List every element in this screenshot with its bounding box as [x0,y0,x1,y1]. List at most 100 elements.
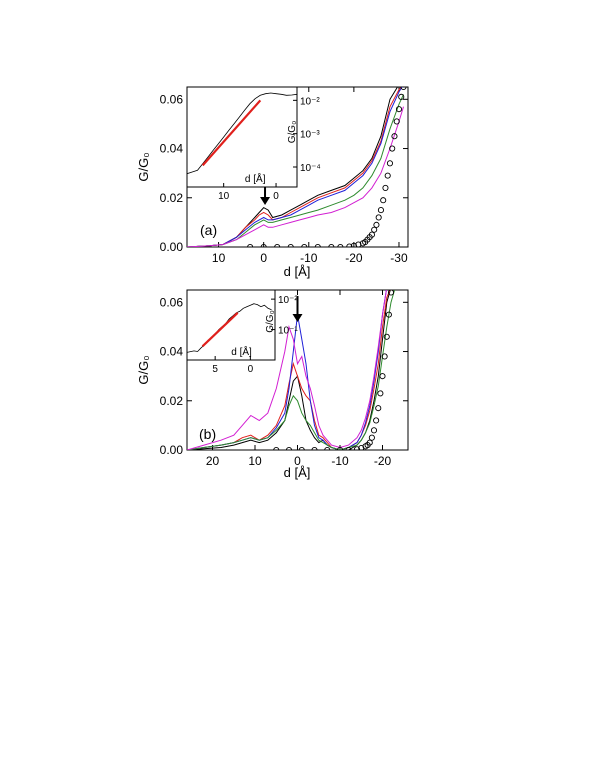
a-inset-x-tick-label: 10 [218,191,230,202]
a-series-red [187,87,402,247]
a-marker-point [247,243,254,247]
b-marker-point [366,439,373,446]
b-marker-point [381,353,388,360]
a-marker-point [400,87,407,91]
b-inset-y-tick-label: 10⁻² [278,295,298,306]
a-series-magenta [187,106,404,247]
panel-a-open-circle-markers [247,87,407,247]
a-marker-point [398,93,405,100]
b-marker-point [370,427,378,434]
panel-a-x-axis-label: d [Å] [284,264,311,279]
b-marker-point [375,405,382,412]
b-y-tick-label: 0.04 [160,345,184,359]
a-inset-x-label: d [Å] [245,172,266,185]
a-inset-x-tick-label: 0 [273,191,279,202]
panel-a: 10 0 -10 -20 -30 0.00 0.02 0.04 0.06 (a) d [Å] G… [136,86,409,279]
b-marker-point [385,311,392,318]
a-marker-point [287,243,294,247]
b-x-tick-label: -20 [374,454,392,468]
a-x-tick-label: 0 [260,251,267,265]
a-marker-point [391,133,398,140]
b-series-black [187,290,391,450]
a-inset-curve [187,92,297,175]
panel-b-y-axis-label: G/G₀ [136,355,151,384]
panel-b-label: (b) [199,426,216,442]
b-marker-point [368,434,375,441]
a-inset-fit-line [201,99,262,167]
b-inset-x-tick-label: 5 [212,364,218,375]
b-marker-point [336,446,344,450]
a-y-tick-label: 0.02 [160,191,184,205]
b-inset-x-tick-label: 0 [248,364,254,375]
a-marker-point [274,243,281,247]
a-marker-point [337,243,344,247]
a-marker-point [389,145,396,152]
b-inset-fit-line [201,312,239,348]
a-marker-point [368,231,375,238]
b-marker-point [345,446,352,450]
b-marker-point [273,446,280,450]
a-inset-plot [187,92,297,175]
b-arrow-head [292,314,303,322]
b-inset-y-tick-label: 10⁻¹ [278,326,298,337]
panel-b-open-circle-markers [273,290,395,450]
a-marker-point [395,106,403,113]
b-marker-point [387,290,395,296]
a-inset-y-tick-label: 10⁻² [300,96,320,107]
a-marker-point [375,214,382,221]
a-y-tick-label: 0.00 [160,240,184,254]
b-x-tick-label: 0 [294,454,301,468]
panel-b-axes: 20 10 0 -10 -20 0.00 0.02 0.04 0.06 [160,290,408,468]
b-inset-x-label: d [Å] [231,345,252,358]
b-y-tick-label: 0.02 [160,394,184,408]
a-marker-point [377,207,384,214]
b-marker-point [311,446,318,450]
a-marker-point [371,226,378,233]
b-x-tick-label: 20 [206,454,220,468]
b-marker-point [377,390,384,397]
a-marker-point [393,118,400,125]
a-marker-point [373,221,380,228]
a-x-tick-label: -20 [345,251,363,265]
a-x-tick-label: -10 [300,251,318,265]
panel-b-x-axis-label: d [Å] [284,465,311,480]
a-inset-y-tick-label: 10⁻³ [300,130,320,141]
panel-a-inset: 10 0 10⁻² 10⁻³ 10⁻⁴ d [Å] G/G₀ [186,86,321,202]
b-marker-point [298,446,305,450]
a-marker-point [314,243,321,247]
b-marker-point [373,417,380,424]
b-marker-point [285,446,293,450]
panel-b: 20 10 0 -10 -20 0.00 0.02 0.04 0.06 (b) d [Å] G/… [136,289,409,480]
panel-a-axes: 10 0 -10 -20 -30 0.00 0.02 0.04 0.06 [160,87,408,265]
a-y-tick-label: 0.06 [160,92,184,106]
a-marker-point [380,197,387,204]
b-marker-point [353,446,361,450]
a-marker-point [328,243,335,247]
b-x-tick-label: 10 [248,454,262,468]
a-marker-point [382,184,389,191]
a-x-tick-label: -30 [390,251,408,265]
b-inset-plot [187,303,272,353]
a-marker-point [386,160,394,167]
a-x-tick-label: 10 [212,251,226,265]
b-series-red [187,290,391,450]
b-marker-point [383,333,390,340]
a-marker-point [384,172,391,179]
b-inset-y-label: G/G₀ [265,310,276,333]
a-inset-y-tick-label: 10⁻⁴ [300,163,321,174]
a-series-blue [187,87,403,247]
a-marker-point [260,243,267,247]
b-marker-point [324,446,331,450]
panel-b-inset: 5 0 10⁻² 10⁻¹ d [Å] G/G₀ [186,289,298,375]
b-marker-point [379,373,386,380]
b-y-tick-label: 0.00 [160,443,184,457]
a-series-green [187,94,404,247]
b-series-magenta [187,290,387,450]
a-y-tick-label: 0.04 [160,142,184,156]
a-inset-y-label: G/G₀ [287,121,298,144]
panel-a-y-axis-label: G/G₀ [136,152,151,181]
b-x-tick-label: -10 [331,454,349,468]
b-inset-frame [186,289,276,361]
a-inset-frame [186,86,298,188]
